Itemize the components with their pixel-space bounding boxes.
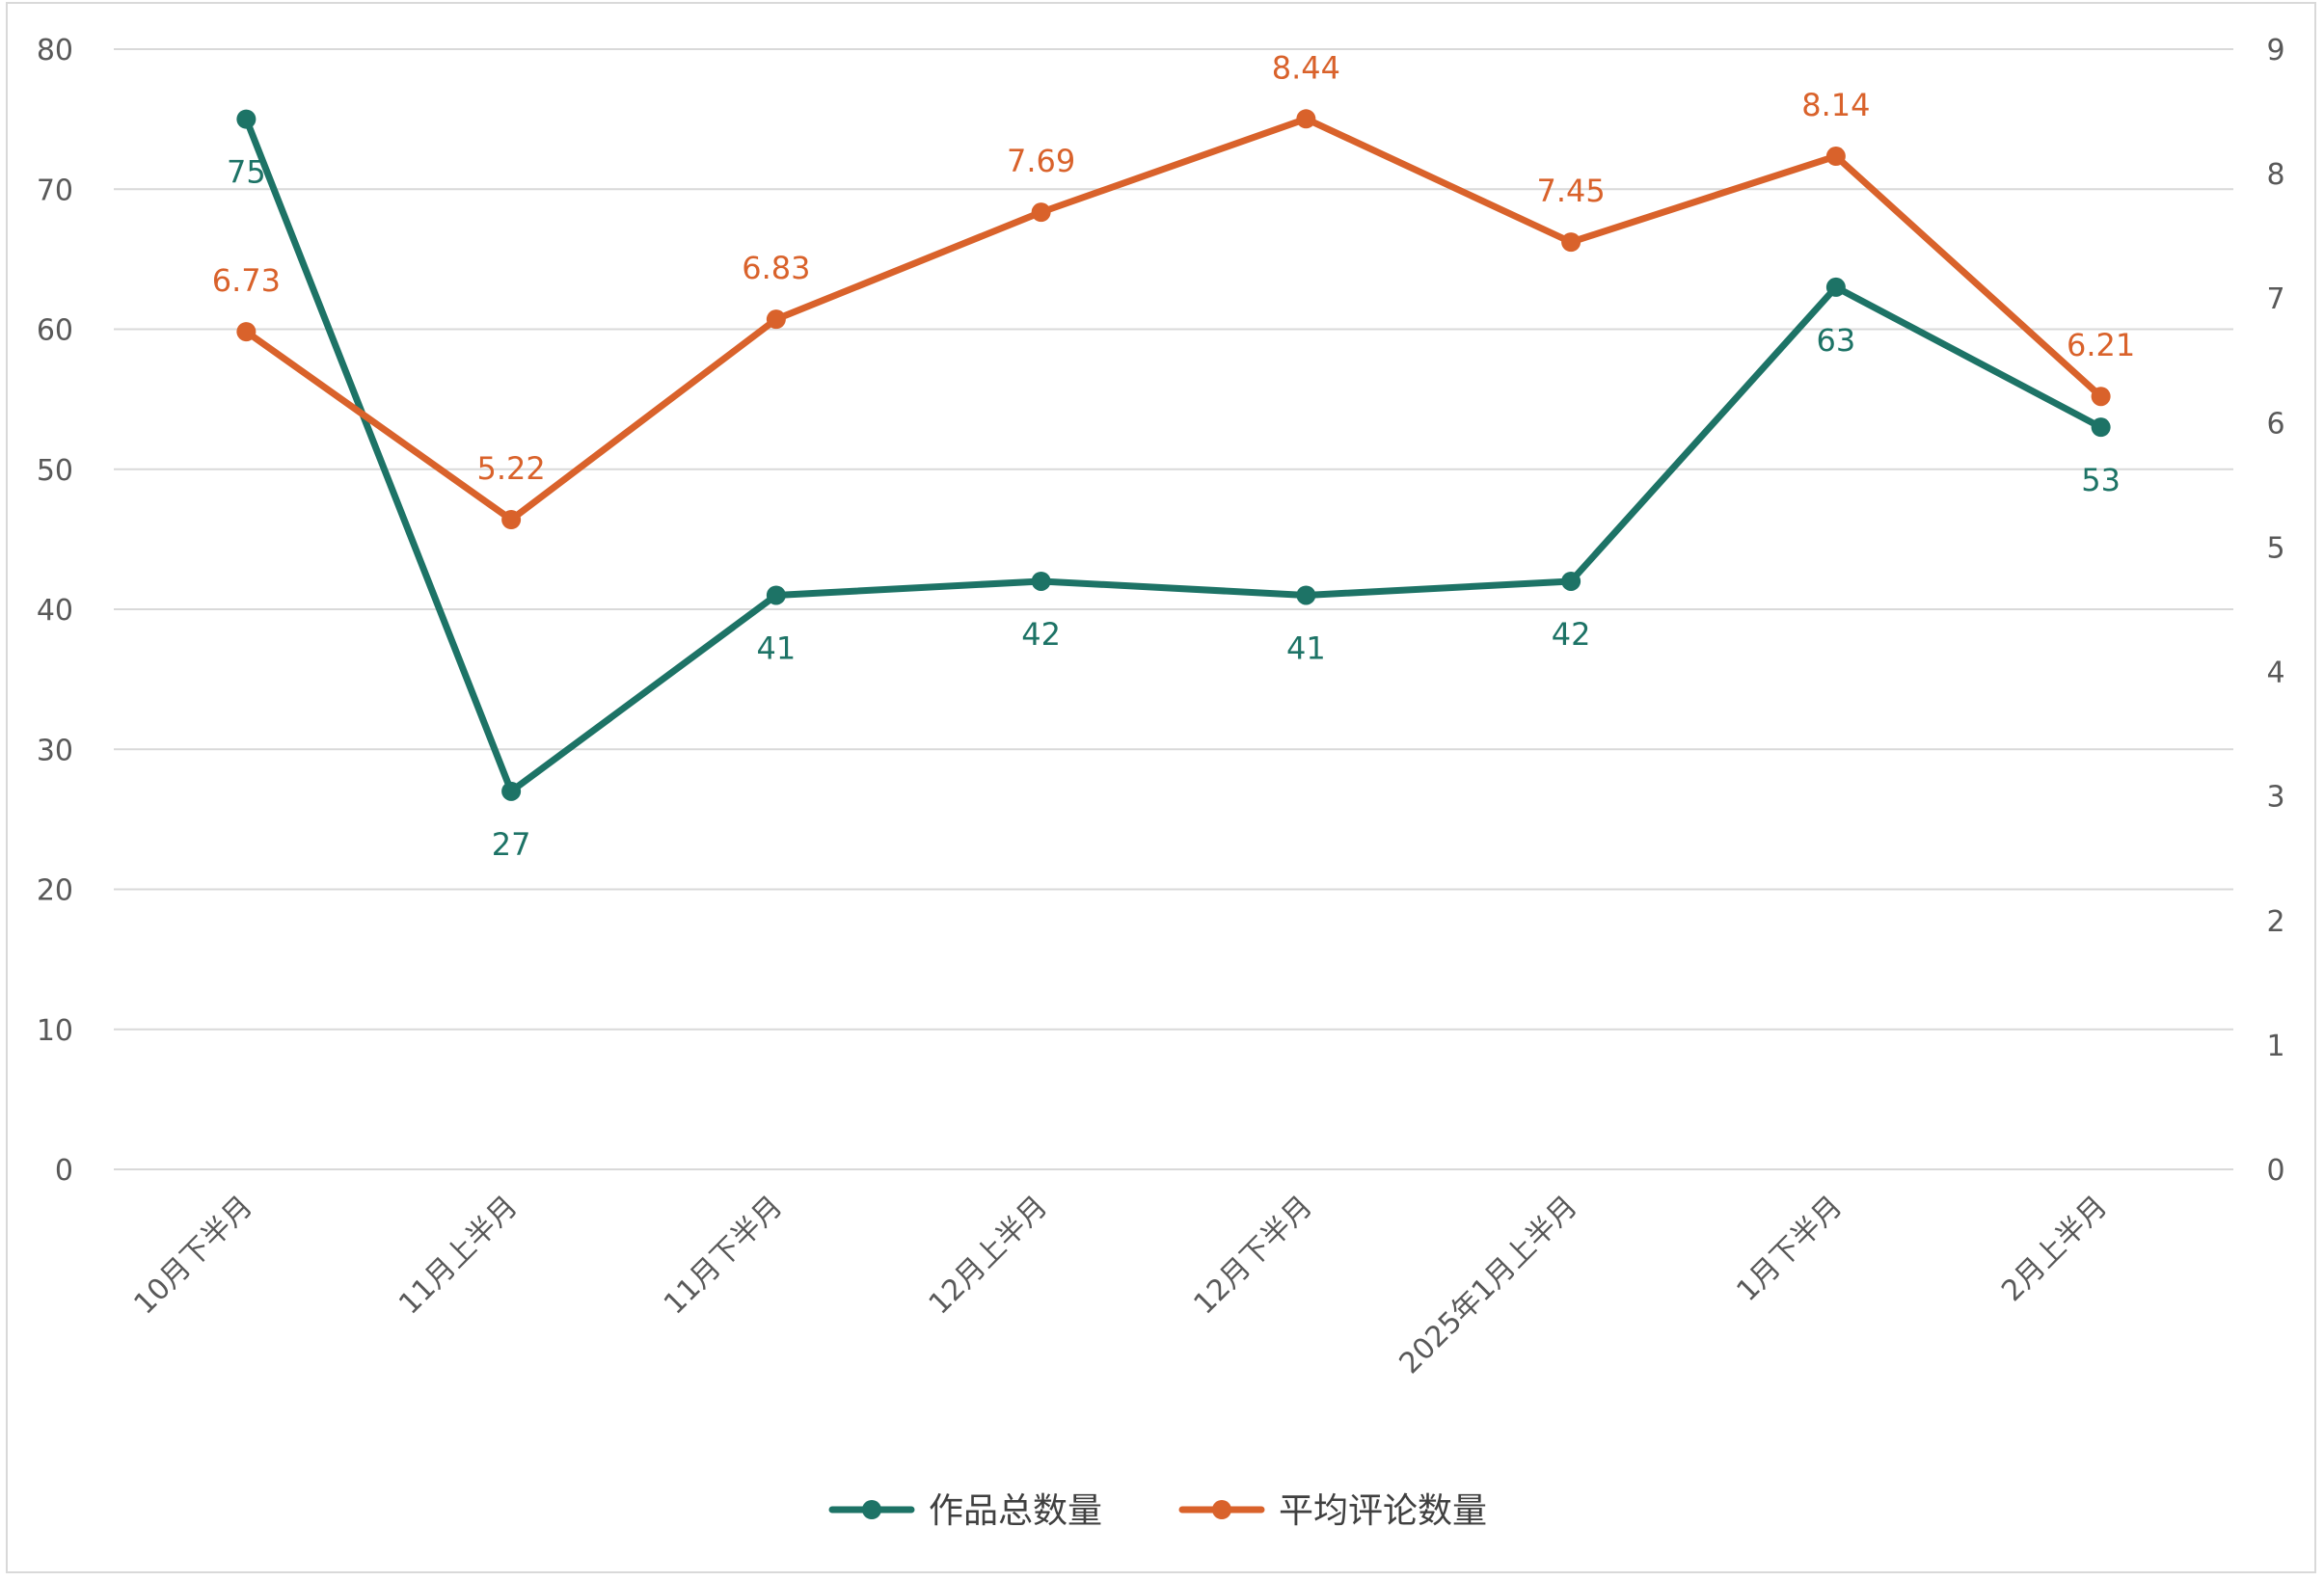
data-label: 27 xyxy=(492,826,531,863)
data-point xyxy=(501,781,522,801)
legend: 作品总数量 平均评论数量 xyxy=(828,1491,1487,1531)
data-label: 7.69 xyxy=(1007,143,1075,179)
right-tick-label: 7 xyxy=(2266,282,2284,316)
data-point xyxy=(1031,571,1051,591)
category-label: 2025年1月上半月 xyxy=(1392,1190,1583,1380)
data-label: 6.83 xyxy=(742,250,810,286)
data-label: 42 xyxy=(1021,616,1061,653)
data-point xyxy=(236,322,257,342)
data-label: 6.21 xyxy=(2067,327,2135,363)
data-label: 7.45 xyxy=(1537,173,1606,209)
left-tick-label: 10 xyxy=(37,1014,73,1048)
left-tick-label: 20 xyxy=(37,874,73,908)
data-label: 5.22 xyxy=(477,450,546,487)
right-y-axis: 0 1 2 3 4 5 6 7 8 9 xyxy=(2266,34,2284,1188)
left-tick-label: 80 xyxy=(37,34,73,67)
chart-canvas: 0 10 20 30 40 50 60 70 80 0 1 2 3 4 5 6 7 8 9 10月下半月 11月上半… xyxy=(37,34,2285,1531)
right-tick-label: 9 xyxy=(2266,34,2284,67)
data-point xyxy=(1825,147,1846,167)
category-label: 12月上半月 xyxy=(923,1190,1055,1322)
x-axis: 10月下半月 11月上半月 11月下半月 12月上半月 12月下半月 2025年1月上半月… xyxy=(127,1190,2114,1380)
data-label: 42 xyxy=(1552,616,1591,653)
category-label: 12月下半月 xyxy=(1187,1190,1319,1322)
data-point xyxy=(766,309,786,330)
data-label: 41 xyxy=(757,630,797,666)
legend-entry: 作品总数量 xyxy=(828,1491,1102,1531)
series-2: 6.73 5.22 6.83 7.69 8.44 7.45 8.14 6.21 xyxy=(212,49,2135,530)
data-point xyxy=(236,109,257,129)
right-tick-label: 5 xyxy=(2266,531,2284,565)
legend-swatch-marker xyxy=(1212,1500,1231,1519)
data-label: 53 xyxy=(2081,462,2121,498)
right-tick-label: 3 xyxy=(2266,781,2284,815)
data-label: 75 xyxy=(227,154,266,191)
legend-swatch-marker xyxy=(862,1500,881,1519)
data-point xyxy=(1561,571,1581,591)
data-label: 8.44 xyxy=(1272,49,1340,86)
legend-label: 作品总数量 xyxy=(929,1491,1102,1531)
data-label: 63 xyxy=(1817,322,1856,359)
left-y-axis: 0 10 20 30 40 50 60 70 80 xyxy=(37,34,73,1188)
series-1: 75 27 41 42 41 42 63 53 xyxy=(227,109,2121,863)
gridlines xyxy=(114,48,2233,1170)
data-point xyxy=(1296,585,1316,605)
data-point xyxy=(1561,232,1581,253)
data-point xyxy=(1296,109,1316,129)
legend-entry: 平均评论数量 xyxy=(1178,1491,1487,1531)
category-label: 1月下半月 xyxy=(1730,1190,1849,1308)
series-line xyxy=(242,115,2105,523)
right-tick-label: 1 xyxy=(2266,1030,2284,1063)
data-point xyxy=(1031,202,1051,223)
right-tick-label: 2 xyxy=(2266,905,2284,939)
left-tick-label: 70 xyxy=(37,174,73,207)
left-tick-label: 60 xyxy=(37,314,73,348)
left-tick-label: 50 xyxy=(37,454,73,488)
data-label: 6.73 xyxy=(212,262,281,299)
series-layer: 75 27 41 42 41 42 63 53 6.73 5.22 6.83 7.69 8.44 7.45… xyxy=(212,49,2136,863)
data-point xyxy=(1825,277,1846,297)
right-tick-label: 0 xyxy=(2266,1154,2284,1188)
right-tick-label: 6 xyxy=(2266,407,2284,441)
data-point xyxy=(2091,417,2111,438)
data-label: 41 xyxy=(1286,630,1326,666)
left-tick-label: 0 xyxy=(55,1154,73,1188)
category-label: 11月上半月 xyxy=(392,1190,525,1322)
right-tick-label: 8 xyxy=(2266,158,2284,192)
data-point xyxy=(2091,387,2111,407)
series-line xyxy=(242,116,2105,795)
category-label: 2月上半月 xyxy=(1995,1190,2114,1308)
category-label: 10月下半月 xyxy=(127,1190,259,1322)
left-tick-label: 40 xyxy=(37,594,73,628)
category-label: 11月下半月 xyxy=(658,1190,790,1322)
data-point xyxy=(766,585,786,605)
left-tick-label: 30 xyxy=(37,734,73,767)
right-tick-label: 4 xyxy=(2266,657,2284,690)
data-label: 8.14 xyxy=(1801,87,1870,123)
data-point xyxy=(501,510,522,530)
legend-label: 平均评论数量 xyxy=(1279,1491,1487,1531)
chart-frame: 0 10 20 30 40 50 60 70 80 0 1 2 3 4 5 6 7 8 9 10月下半月 11月上半… xyxy=(6,2,2316,1573)
